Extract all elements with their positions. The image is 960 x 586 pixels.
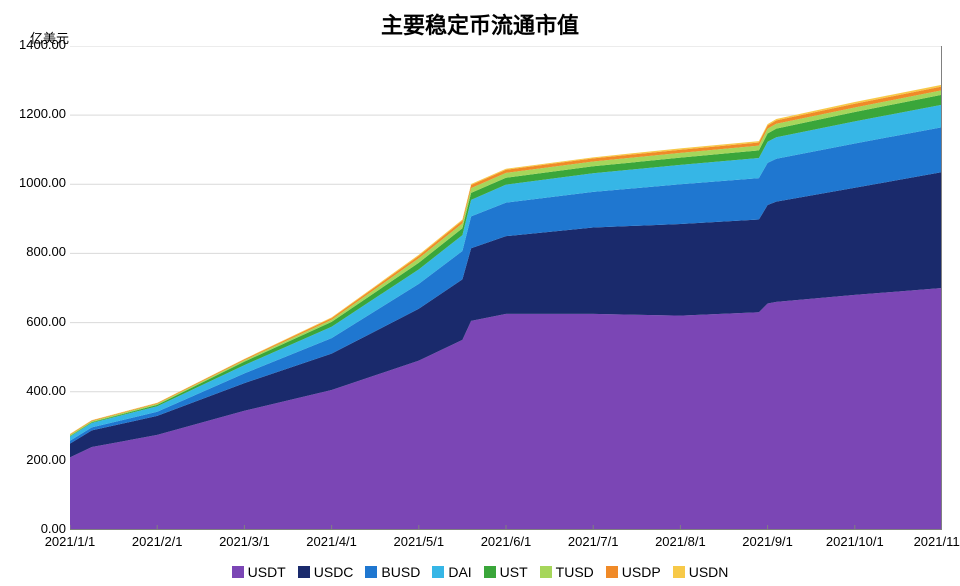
xtick-label: 2021/4/1 <box>297 534 367 549</box>
legend-swatch-icon <box>232 566 244 578</box>
ytick-label: 1200.00 <box>10 106 66 121</box>
legend: USDT USDC BUSD DAI UST TUSD USDP USDN <box>0 564 960 580</box>
legend-label: USDP <box>622 564 661 580</box>
ytick-label: 800.00 <box>10 244 66 259</box>
legend-label: DAI <box>448 564 471 580</box>
xtick-label: 2021/11/1 <box>907 534 960 549</box>
legend-label: BUSD <box>381 564 420 580</box>
legend-item-usdc: USDC <box>298 564 354 580</box>
ytick-label: 600.00 <box>10 314 66 329</box>
legend-item-usdp: USDP <box>606 564 661 580</box>
legend-item-busd: BUSD <box>365 564 420 580</box>
legend-item-ust: UST <box>484 564 528 580</box>
legend-item-tusd: TUSD <box>540 564 594 580</box>
legend-swatch-icon <box>432 566 444 578</box>
legend-item-usdt: USDT <box>232 564 286 580</box>
xtick-label: 2021/8/1 <box>645 534 715 549</box>
legend-label: USDN <box>689 564 729 580</box>
ytick-label: 200.00 <box>10 452 66 467</box>
ytick-label: 1000.00 <box>10 175 66 190</box>
legend-swatch-icon <box>540 566 552 578</box>
xtick-label: 2021/6/1 <box>471 534 541 549</box>
legend-swatch-icon <box>484 566 496 578</box>
legend-label: USDC <box>314 564 354 580</box>
stacked-area-chart <box>70 46 942 530</box>
xtick-label: 2021/7/1 <box>558 534 628 549</box>
legend-label: USDT <box>248 564 286 580</box>
ytick-label: 400.00 <box>10 383 66 398</box>
chart-title: 主要稳定币流通市值 <box>0 8 960 40</box>
xtick-label: 2021/2/1 <box>122 534 192 549</box>
legend-label: UST <box>500 564 528 580</box>
legend-label: TUSD <box>556 564 594 580</box>
xtick-label: 2021/3/1 <box>209 534 279 549</box>
legend-swatch-icon <box>606 566 618 578</box>
legend-swatch-icon <box>298 566 310 578</box>
xtick-label: 2021/10/1 <box>820 534 890 549</box>
xtick-label: 2021/1/1 <box>35 534 105 549</box>
legend-swatch-icon <box>365 566 377 578</box>
legend-item-usdn: USDN <box>673 564 729 580</box>
xtick-label: 2021/9/1 <box>733 534 803 549</box>
legend-item-dai: DAI <box>432 564 471 580</box>
ytick-label: 1400.00 <box>10 37 66 52</box>
legend-swatch-icon <box>673 566 685 578</box>
xtick-label: 2021/5/1 <box>384 534 454 549</box>
